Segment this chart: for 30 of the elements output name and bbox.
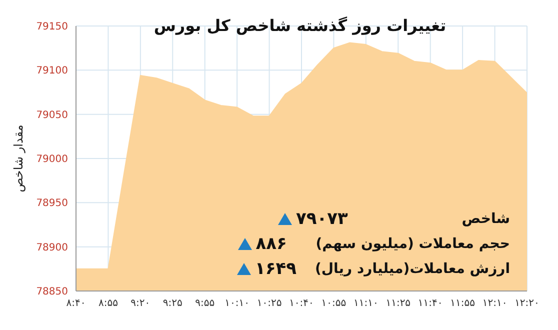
- x-tick-label: ۹:۵۵: [195, 298, 215, 310]
- annotation: ۸۸۶: [256, 234, 288, 254]
- x-tick-label: ۱۰:۵۵: [321, 298, 346, 310]
- x-tick-label: ۱۱:۴۰: [418, 298, 443, 310]
- x-tick-label: ۱۱:۱۰: [354, 298, 378, 310]
- annotation: شاخص: [462, 210, 510, 226]
- x-tick-label: ۱۱:۲۵: [386, 298, 411, 310]
- y-tick-label: 78950: [36, 198, 68, 210]
- chart-title: تغییرات روز گذشته شاخص کل بورس: [152, 16, 448, 35]
- y-tick-label: 78900: [36, 242, 68, 254]
- x-tick-label: ۱۱:۵۵: [450, 298, 475, 310]
- y-tick-label: 79000: [36, 154, 68, 166]
- y-tick-label: 79150: [36, 22, 68, 33]
- annotation: حجم معاملات (میلیون سهم): [316, 236, 510, 252]
- x-tick-label: ۱۲:۱۰: [482, 298, 508, 310]
- x-tick-label: ۹:۲۰: [130, 298, 150, 310]
- annotation: ۷۹۰۷۳: [296, 208, 349, 228]
- x-tick-label: ۹:۲۵: [162, 298, 182, 310]
- x-tick-label: ۱۰:۱۰: [224, 298, 250, 310]
- y-tick-label: 78850: [36, 286, 68, 298]
- y-tick-label: 79050: [36, 110, 68, 121]
- annotation: ۱۶۴۹: [254, 258, 298, 278]
- x-tick-label: ۱۰:۲۵: [256, 298, 282, 310]
- y-tick-label: 79100: [36, 66, 68, 77]
- y-axis-title: مقدار شاخص: [11, 124, 26, 192]
- x-tick-label: ۱۲:۲۰: [514, 298, 540, 310]
- x-tick-label: ۱۰:۴۰: [289, 298, 314, 310]
- annotation: ارزش معاملات(میلیارد ریال): [314, 260, 510, 276]
- x-tick-label: ۸:۴۰: [66, 298, 86, 310]
- x-tick-label: ۸:۵۵: [98, 298, 118, 310]
